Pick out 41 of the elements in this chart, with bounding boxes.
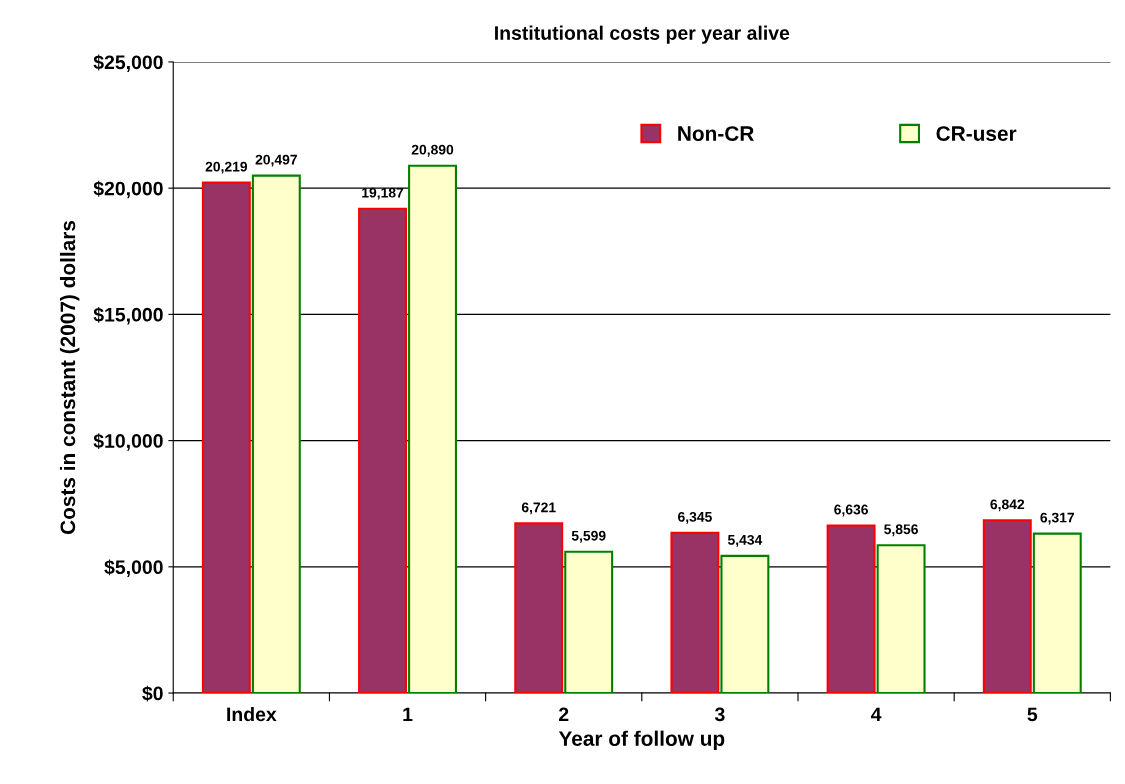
data-label: 20,219 [205,161,248,174]
bar [408,164,457,694]
bar [358,207,408,694]
y-tick-label: $10,000 [93,433,163,451]
bar [1032,532,1082,694]
data-label: 6,636 [834,504,868,517]
data-label: 6,317 [1040,512,1075,525]
data-label: 20,890 [411,144,454,157]
y-tick-label: $25,000 [93,54,163,72]
bar [720,554,770,694]
x-tick-label: Index [227,706,277,722]
bar [670,531,720,694]
x-tick-label: 1 [403,707,413,722]
legend-label: Non-CR [678,126,754,141]
data-label: 5,856 [884,524,918,537]
y-tick-label: $20,000 [93,180,163,199]
chart-title: Institutional costs per year alive [495,25,790,44]
x-tick-label: 4 [870,707,882,722]
x-tick-label: 3 [714,707,725,722]
bar [982,519,1032,694]
bar [251,174,301,694]
data-label: 6,345 [678,511,712,524]
x-axis-title: Year of follow up [558,730,725,751]
data-label: 6,842 [990,499,1025,512]
x-tick-label: 2 [558,707,569,722]
data-label: 19,187 [362,187,404,200]
legend-label: CR-user [936,126,1017,141]
bar [564,550,614,694]
data-label: 6,721 [521,502,556,515]
data-label: 20,497 [255,154,297,167]
bar [201,181,251,694]
x-tick-label: 5 [1027,707,1038,722]
bar [876,544,926,694]
data-label: 5,599 [571,530,606,543]
y-tick-label: $0 [142,685,163,702]
y-tick-label: $5,000 [104,559,163,577]
y-tick-label: $15,000 [93,307,163,325]
data-label: 5,434 [727,534,763,547]
y-axis-title: Costs in constant (2007) dollars [59,220,80,535]
bar [826,524,876,694]
bar [514,522,564,694]
